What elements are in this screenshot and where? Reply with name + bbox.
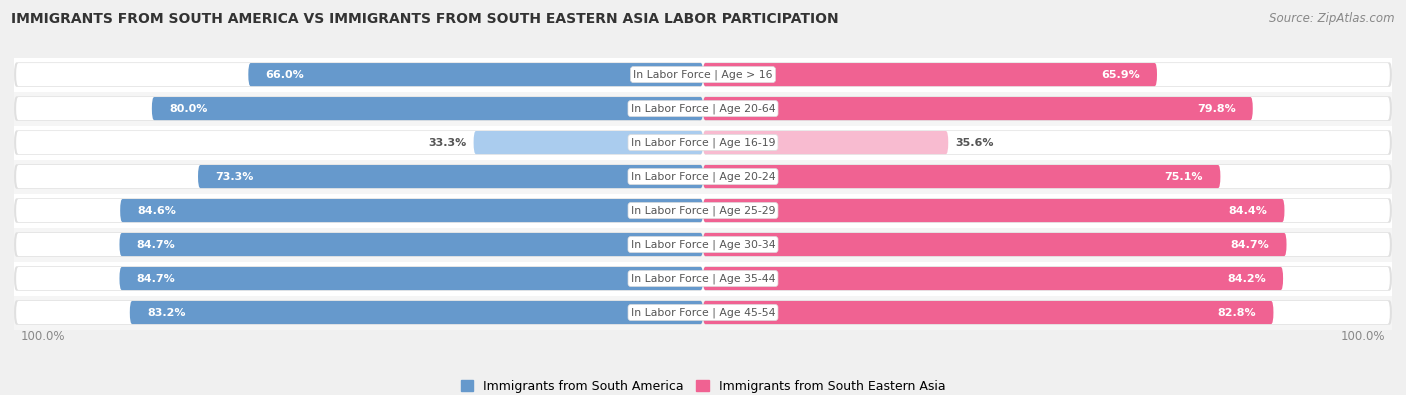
Bar [14, 194, 1392, 228]
FancyBboxPatch shape [120, 267, 703, 290]
FancyBboxPatch shape [249, 63, 703, 86]
Text: In Labor Force | Age 16-19: In Labor Force | Age 16-19 [631, 137, 775, 148]
FancyBboxPatch shape [703, 164, 1392, 189]
FancyBboxPatch shape [15, 301, 702, 324]
Text: In Labor Force | Age 20-24: In Labor Force | Age 20-24 [631, 171, 775, 182]
FancyBboxPatch shape [474, 131, 703, 154]
FancyBboxPatch shape [704, 131, 1391, 154]
Text: 66.0%: 66.0% [266, 70, 304, 79]
FancyBboxPatch shape [703, 198, 1392, 223]
FancyBboxPatch shape [15, 63, 702, 86]
FancyBboxPatch shape [703, 266, 1392, 291]
FancyBboxPatch shape [704, 97, 1391, 120]
FancyBboxPatch shape [15, 267, 702, 290]
FancyBboxPatch shape [15, 97, 702, 120]
FancyBboxPatch shape [120, 233, 703, 256]
FancyBboxPatch shape [704, 165, 1391, 188]
Text: 84.7%: 84.7% [136, 239, 176, 250]
Text: 84.7%: 84.7% [136, 273, 176, 284]
FancyBboxPatch shape [703, 97, 1253, 120]
FancyBboxPatch shape [703, 300, 1392, 325]
Legend: Immigrants from South America, Immigrants from South Eastern Asia: Immigrants from South America, Immigrant… [456, 375, 950, 395]
Text: Source: ZipAtlas.com: Source: ZipAtlas.com [1270, 12, 1395, 25]
FancyBboxPatch shape [703, 301, 1274, 324]
Text: In Labor Force | Age 35-44: In Labor Force | Age 35-44 [631, 273, 775, 284]
FancyBboxPatch shape [703, 62, 1392, 87]
Text: In Labor Force | Age > 16: In Labor Force | Age > 16 [633, 70, 773, 80]
FancyBboxPatch shape [703, 165, 1220, 188]
Bar [14, 92, 1392, 126]
FancyBboxPatch shape [14, 198, 703, 223]
Text: 84.7%: 84.7% [1230, 239, 1270, 250]
FancyBboxPatch shape [14, 62, 703, 87]
FancyBboxPatch shape [14, 300, 703, 325]
Text: 83.2%: 83.2% [148, 308, 186, 318]
Text: 100.0%: 100.0% [1340, 331, 1385, 344]
Text: 35.6%: 35.6% [955, 137, 994, 148]
FancyBboxPatch shape [703, 131, 948, 154]
Text: 84.6%: 84.6% [138, 205, 176, 216]
FancyBboxPatch shape [704, 267, 1391, 290]
Text: In Labor Force | Age 20-64: In Labor Force | Age 20-64 [631, 103, 775, 114]
Bar [14, 295, 1392, 329]
FancyBboxPatch shape [703, 130, 1392, 155]
FancyBboxPatch shape [14, 266, 703, 291]
Text: In Labor Force | Age 25-29: In Labor Force | Age 25-29 [631, 205, 775, 216]
Text: In Labor Force | Age 30-34: In Labor Force | Age 30-34 [631, 239, 775, 250]
FancyBboxPatch shape [703, 232, 1392, 257]
Text: 73.3%: 73.3% [215, 171, 253, 182]
Bar [14, 58, 1392, 92]
FancyBboxPatch shape [703, 267, 1284, 290]
FancyBboxPatch shape [704, 233, 1391, 256]
Bar [14, 261, 1392, 295]
Text: 100.0%: 100.0% [21, 331, 66, 344]
FancyBboxPatch shape [704, 301, 1391, 324]
Bar [14, 228, 1392, 261]
Bar [14, 126, 1392, 160]
FancyBboxPatch shape [14, 130, 703, 155]
Text: 84.2%: 84.2% [1227, 273, 1265, 284]
FancyBboxPatch shape [704, 63, 1391, 86]
Text: 80.0%: 80.0% [169, 103, 208, 114]
FancyBboxPatch shape [15, 165, 702, 188]
FancyBboxPatch shape [15, 199, 702, 222]
FancyBboxPatch shape [15, 233, 702, 256]
FancyBboxPatch shape [704, 199, 1391, 222]
Text: In Labor Force | Age 45-54: In Labor Force | Age 45-54 [631, 307, 775, 318]
Text: IMMIGRANTS FROM SOUTH AMERICA VS IMMIGRANTS FROM SOUTH EASTERN ASIA LABOR PARTIC: IMMIGRANTS FROM SOUTH AMERICA VS IMMIGRA… [11, 12, 839, 26]
Text: 33.3%: 33.3% [429, 137, 467, 148]
FancyBboxPatch shape [703, 96, 1392, 121]
FancyBboxPatch shape [703, 63, 1157, 86]
Text: 65.9%: 65.9% [1101, 70, 1140, 79]
FancyBboxPatch shape [120, 199, 703, 222]
FancyBboxPatch shape [152, 97, 703, 120]
FancyBboxPatch shape [703, 233, 1286, 256]
FancyBboxPatch shape [198, 165, 703, 188]
FancyBboxPatch shape [14, 232, 703, 257]
FancyBboxPatch shape [703, 199, 1285, 222]
Text: 79.8%: 79.8% [1197, 103, 1236, 114]
Text: 82.8%: 82.8% [1218, 308, 1256, 318]
FancyBboxPatch shape [15, 131, 702, 154]
FancyBboxPatch shape [129, 301, 703, 324]
Text: 84.4%: 84.4% [1229, 205, 1267, 216]
Text: 75.1%: 75.1% [1164, 171, 1204, 182]
FancyBboxPatch shape [14, 96, 703, 121]
Bar [14, 160, 1392, 194]
FancyBboxPatch shape [14, 164, 703, 189]
